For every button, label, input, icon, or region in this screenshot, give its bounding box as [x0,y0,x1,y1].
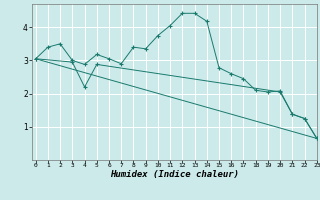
X-axis label: Humidex (Indice chaleur): Humidex (Indice chaleur) [110,170,239,179]
